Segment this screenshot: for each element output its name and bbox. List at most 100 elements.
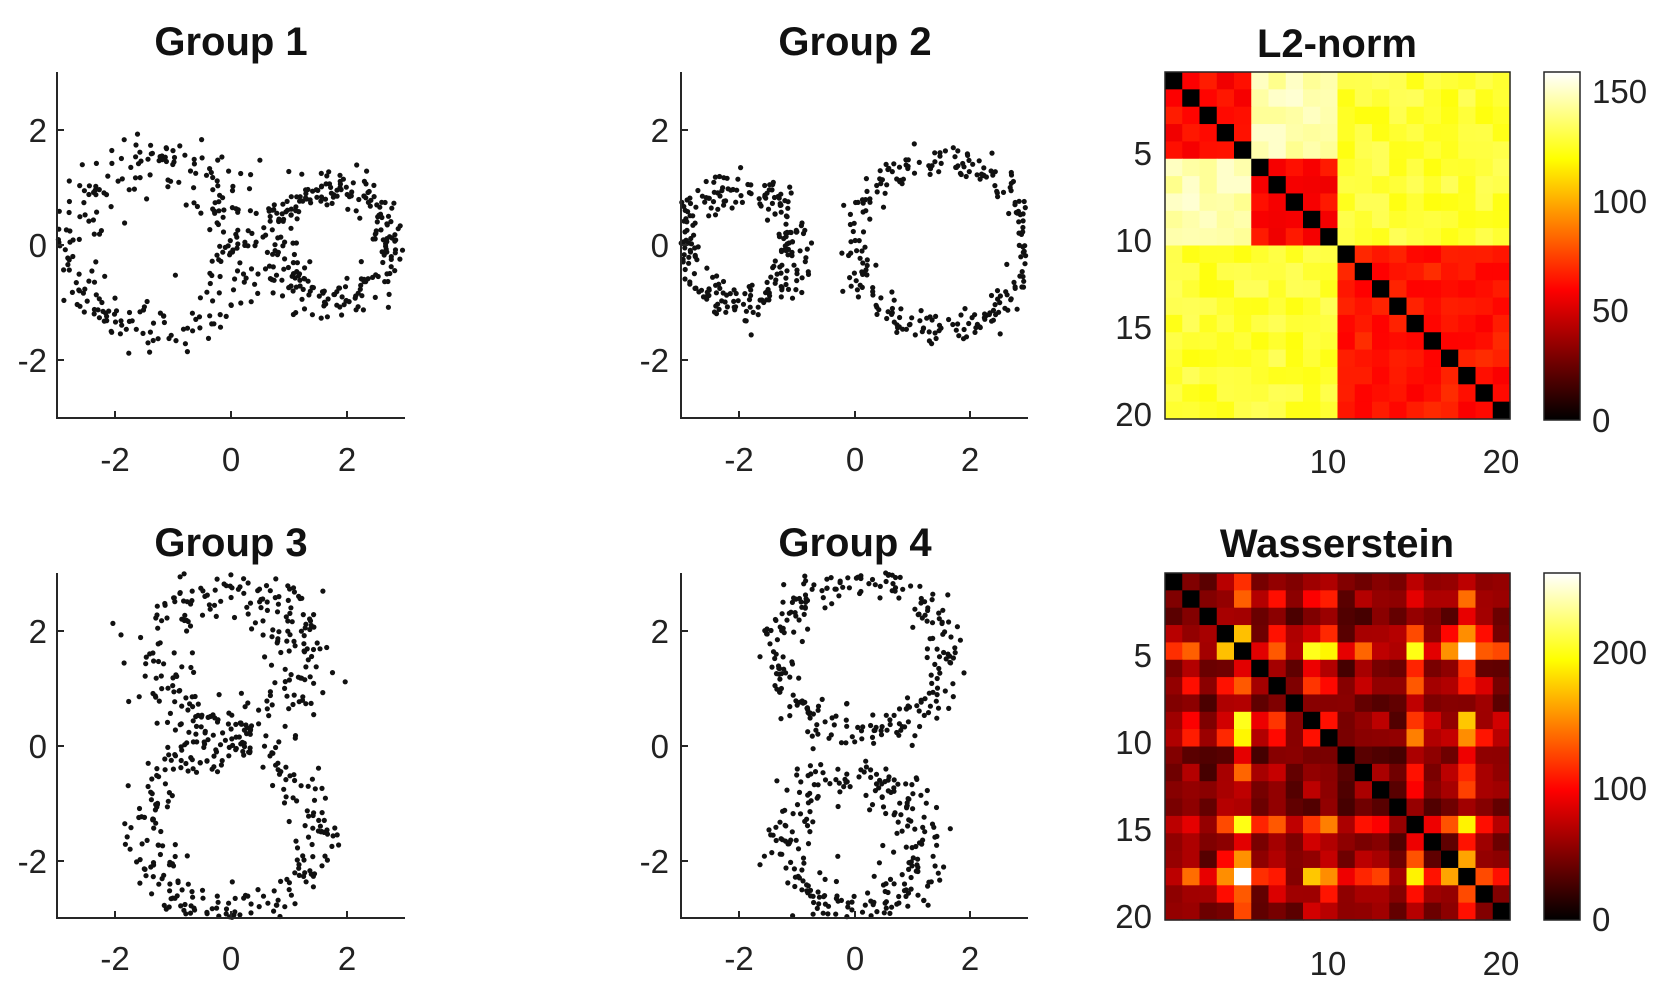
scatter-point [153, 801, 159, 808]
scatter-point [810, 911, 816, 917]
heatmap-cell [1372, 245, 1390, 264]
chart-title: L2-norm [1257, 22, 1417, 66]
scatter-point [117, 331, 123, 337]
heatmap-cell [1268, 711, 1287, 730]
scatter-point [896, 595, 902, 601]
heatmap-cell [1165, 141, 1183, 160]
heatmap-cell [1441, 763, 1459, 782]
heatmap-cell [1165, 106, 1183, 125]
scatter-point [144, 196, 150, 202]
scatter-point [286, 887, 292, 893]
scatter-point [270, 264, 276, 270]
heatmap-cell [1182, 228, 1201, 247]
heatmap-cell [1199, 314, 1218, 333]
scatter-point [837, 580, 843, 586]
scatter-point [914, 776, 920, 783]
scatter-point [953, 164, 960, 170]
scatter-point [943, 656, 949, 662]
heatmap-cell [1406, 867, 1425, 886]
scatter-point [713, 311, 720, 317]
heatmap-cell [1320, 867, 1339, 886]
heatmap-cell [1303, 280, 1321, 299]
scatter-point [151, 658, 157, 664]
scatter-point [276, 217, 282, 224]
heatmap-cell [1320, 763, 1339, 782]
heatmap-cell [1303, 625, 1321, 643]
heatmap-cell [1199, 245, 1218, 264]
scatter-point [937, 150, 943, 156]
heatmap-cell [1234, 297, 1252, 316]
x-tick-label: 0 [846, 441, 864, 478]
heatmap-cell [1285, 176, 1304, 195]
scatter-point [162, 756, 168, 762]
heatmap-cell [1303, 176, 1321, 195]
heatmap-cell [1268, 746, 1287, 765]
heatmap-cell [1216, 711, 1235, 730]
scatter-point [794, 772, 800, 778]
scatter-point [230, 742, 236, 749]
scatter-point [316, 293, 322, 299]
scatter-point [954, 624, 961, 630]
heatmap-cell [1234, 850, 1252, 869]
scatter-point [799, 867, 805, 873]
scatter-point [1004, 292, 1010, 298]
scatter-point [855, 199, 861, 205]
heatmap-cell [1251, 297, 1270, 316]
scatter-point [804, 246, 810, 252]
scatter-point [290, 260, 296, 266]
scatter-point [966, 169, 972, 175]
scatter-point [757, 654, 763, 660]
heatmap-cell [1372, 262, 1390, 281]
heatmap-cell [1216, 798, 1235, 817]
heatmap-cell [1303, 677, 1321, 696]
heatmap-cell [1372, 885, 1390, 904]
heatmap-cell [1458, 193, 1477, 212]
scatter-point [989, 150, 995, 156]
heatmap-cell [1475, 746, 1494, 765]
scatter-point [236, 734, 242, 740]
heatmap-cell [1182, 280, 1201, 299]
scatter-point [932, 159, 938, 165]
scatter-point [172, 853, 178, 860]
scatter-point [241, 895, 247, 901]
scatter-point [182, 901, 188, 908]
scatter-point [121, 660, 127, 666]
heatmap-cell [1251, 763, 1270, 782]
scatter-point [271, 207, 277, 213]
heatmap-cell [1389, 642, 1408, 661]
scatter-point [66, 198, 72, 205]
heatmap-cell [1199, 763, 1218, 782]
heatmap-cell [1216, 384, 1235, 403]
heatmap-cell [1458, 366, 1477, 385]
scatter-point [228, 302, 234, 308]
heatmap-cell [1320, 158, 1339, 177]
scatter-point [279, 293, 286, 299]
heatmap-cell [1423, 158, 1442, 177]
heatmap-cell [1354, 677, 1373, 696]
heatmap-cell [1216, 850, 1235, 869]
scatter-point [129, 318, 135, 324]
heatmap-cell [1492, 763, 1511, 782]
scatter-point [933, 804, 940, 811]
heatmap-cell [1406, 642, 1425, 661]
heatmap-cell [1389, 384, 1408, 403]
heatmap-cell [1354, 176, 1373, 195]
heatmap-cell [1216, 72, 1235, 90]
scatter-point [294, 216, 300, 222]
scatter-point [363, 181, 369, 187]
scatter-point [777, 819, 783, 825]
scatter-point [781, 666, 787, 672]
scatter-point [215, 221, 221, 228]
scatter-point [372, 294, 378, 300]
scatter-point [917, 318, 923, 324]
heatmap-cell [1285, 902, 1304, 921]
heatmap-cell [1285, 659, 1304, 678]
scatter-point [787, 704, 793, 710]
scatter-point [297, 595, 303, 602]
heatmap-cell [1251, 711, 1270, 730]
heatmap-cell [1337, 280, 1356, 299]
heatmap-cells [1165, 573, 1511, 921]
scatter-point [73, 280, 79, 286]
scatter-point [796, 675, 802, 681]
scatter-point [243, 275, 249, 281]
